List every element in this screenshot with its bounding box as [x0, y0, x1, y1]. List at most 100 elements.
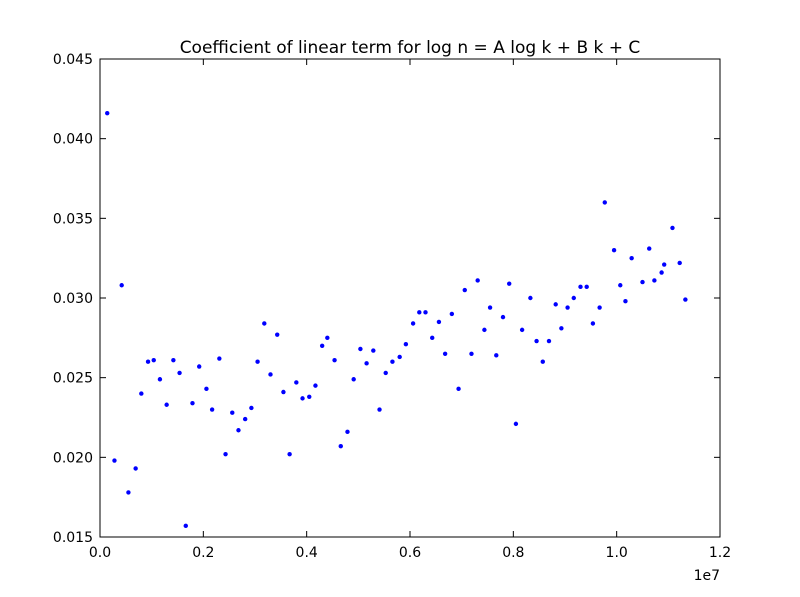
x-tick-label: 0.6	[399, 545, 421, 561]
data-point	[105, 110, 110, 116]
y-tick-label: 0.040	[53, 132, 93, 148]
data-point	[255, 359, 260, 364]
data-point	[546, 338, 552, 344]
data-point	[442, 351, 448, 356]
data-point	[417, 310, 422, 315]
data-point	[126, 490, 131, 495]
data-point	[662, 262, 667, 267]
data-point	[553, 302, 558, 307]
data-point	[677, 260, 682, 266]
data-point	[540, 359, 545, 364]
data-point	[230, 410, 235, 415]
data-point	[197, 364, 202, 369]
data-point	[584, 284, 589, 290]
data-point	[249, 405, 254, 411]
data-point	[436, 319, 442, 325]
data-point	[647, 246, 652, 251]
data-point	[177, 370, 182, 376]
data-point	[236, 428, 241, 433]
data-point	[351, 377, 356, 382]
data-point	[262, 321, 267, 326]
data-point	[683, 297, 688, 302]
data-point	[313, 383, 318, 388]
x-tick-label: 0.2	[192, 545, 214, 561]
data-point	[294, 380, 299, 385]
data-point	[345, 429, 350, 435]
data-point	[578, 284, 583, 290]
data-point	[670, 225, 675, 231]
data-point	[145, 359, 151, 364]
data-point	[209, 407, 215, 412]
data-point	[590, 321, 596, 326]
data-point	[332, 357, 337, 363]
data-point	[325, 335, 330, 341]
data-point	[623, 298, 628, 304]
data-point	[611, 248, 617, 253]
x-axis-offset-label: 1e7	[694, 568, 720, 584]
data-point	[559, 326, 564, 331]
data-point	[565, 305, 570, 310]
data-point	[482, 327, 487, 333]
data-point	[534, 338, 539, 344]
y-tick-label: 0.045	[53, 52, 93, 68]
data-points	[105, 110, 688, 529]
axis-ticks	[99, 58, 721, 538]
data-point	[528, 295, 533, 301]
data-point	[338, 443, 343, 449]
data-point	[494, 353, 499, 358]
data-point	[217, 356, 222, 361]
data-point	[602, 200, 607, 205]
data-point	[377, 407, 382, 412]
data-point	[268, 372, 273, 377]
data-point	[190, 400, 195, 406]
data-point	[287, 451, 292, 457]
data-point	[456, 386, 461, 392]
data-point	[275, 332, 280, 337]
x-tick-labels: 0.0 0.2 0.4 0.6 0.8 1.0 1.2	[89, 545, 731, 561]
data-point	[410, 321, 416, 326]
chart-title: Coefficient of linear term for log n = A…	[180, 38, 641, 58]
data-point	[449, 311, 455, 317]
data-point	[171, 357, 176, 363]
data-point	[242, 416, 248, 422]
data-point	[618, 283, 623, 288]
data-point	[300, 396, 305, 401]
data-point	[164, 402, 169, 407]
data-point	[487, 305, 493, 310]
data-point	[371, 348, 376, 353]
x-tick-label: 1.2	[709, 545, 731, 561]
data-point	[119, 283, 124, 288]
data-point	[319, 343, 325, 348]
x-tick-label: 0.4	[296, 545, 318, 561]
data-point	[151, 357, 156, 363]
data-point	[519, 327, 525, 333]
data-point	[307, 394, 312, 399]
data-point	[139, 391, 144, 396]
y-tick-label: 0.030	[53, 291, 93, 307]
data-point	[390, 359, 395, 364]
x-tick-label: 0.0	[89, 545, 111, 561]
data-point	[597, 305, 602, 310]
data-point	[183, 523, 188, 529]
data-point	[652, 278, 657, 283]
data-point	[397, 354, 402, 360]
data-point	[640, 279, 645, 285]
data-point	[475, 278, 480, 283]
data-point	[383, 370, 388, 376]
data-point	[513, 421, 519, 427]
data-point	[358, 346, 363, 352]
data-point	[281, 389, 286, 395]
data-point	[133, 466, 138, 471]
data-point	[364, 361, 369, 366]
data-point	[223, 451, 228, 457]
y-tick-label: 0.035	[53, 211, 93, 227]
data-point	[403, 342, 409, 347]
y-tick-label: 0.025	[53, 371, 93, 387]
data-point	[571, 295, 576, 301]
data-point	[629, 255, 634, 261]
data-point	[112, 458, 117, 463]
data-point	[500, 314, 506, 320]
y-tick-label: 0.015	[53, 530, 93, 546]
